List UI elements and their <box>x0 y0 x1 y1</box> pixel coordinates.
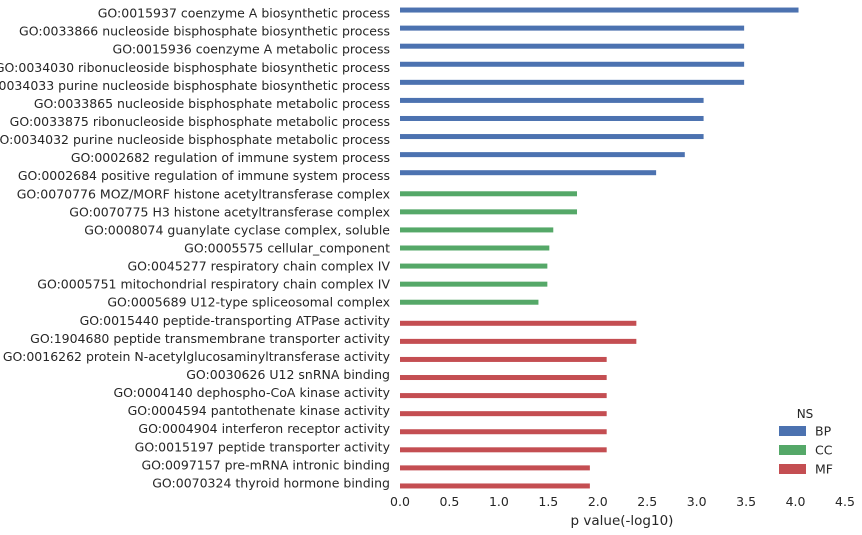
category-label: GO:0016262 protein N-acetylglucosaminylt… <box>3 349 391 364</box>
x-tick-label: 2.5 <box>637 494 657 509</box>
legend-label-mf: MF <box>815 462 833 477</box>
legend-label-bp: BP <box>815 424 832 439</box>
bar-mf <box>400 465 590 471</box>
bar-bp <box>400 43 745 49</box>
category-label: GO:0002682 regulation of immune system p… <box>71 150 390 165</box>
x-tick-label: 4.0 <box>786 494 806 509</box>
legend: NS BP CC MF <box>779 407 833 477</box>
bar-bp <box>400 170 657 176</box>
bar-bp <box>400 97 704 103</box>
category-label: GO:0015936 coenzyme A metabolic process <box>113 42 390 57</box>
x-axis-ticks: 0.0 0.5 1.0 1.5 2.0 2.5 3.0 3.5 4.0 4.5 <box>390 494 855 509</box>
bar-cc <box>400 209 578 215</box>
x-tick-label: 4.5 <box>835 494 855 509</box>
category-label: GO:0033865 nucleoside bisphosphate metab… <box>34 96 390 111</box>
category-label: GO:0070775 H3 histone acetyltransferase … <box>69 204 390 219</box>
bar-bp <box>400 25 745 31</box>
bar-bp <box>400 115 704 121</box>
category-label: GO:0005575 cellular_component <box>184 241 390 256</box>
legend-swatch-mf <box>779 464 806 474</box>
category-label: GO:0015937 coenzyme A biosynthetic proce… <box>98 6 390 21</box>
bar-mf <box>400 447 607 453</box>
legend-title: NS <box>797 407 814 421</box>
bar-mf <box>400 356 607 362</box>
category-labels: GO:0015937 coenzyme A biosynthetic proce… <box>0 6 391 491</box>
bar-bp <box>400 61 745 67</box>
category-label: GO:0034030 ribonucleoside bisphosphate b… <box>0 60 390 75</box>
category-label: GO:0070776 MOZ/MORF histone acetyltransf… <box>17 186 390 201</box>
category-label: GO:0045277 respiratory chain complex IV <box>128 259 391 274</box>
x-tick-label: 1.0 <box>489 494 509 509</box>
category-label: GO:0030626 U12 snRNA binding <box>186 367 390 382</box>
x-tick-label: 1.5 <box>538 494 558 509</box>
bar-mf <box>400 411 607 417</box>
legend-swatch-cc <box>779 445 806 455</box>
category-label: GO:0015197 peptide transporter activity <box>135 439 391 454</box>
bar-bp <box>400 7 799 13</box>
x-tick-label: 0.0 <box>390 494 410 509</box>
bar-cc <box>400 281 548 287</box>
category-label: GO:0034033 purine nucleoside bisphosphat… <box>0 78 390 93</box>
category-label: GO:1904680 peptide transmembrane transpo… <box>30 331 390 346</box>
bars-group <box>400 7 799 489</box>
bar-cc <box>400 299 539 305</box>
category-label: GO:0005751 mitochondrial respiratory cha… <box>37 277 390 292</box>
bar-mf <box>400 338 637 344</box>
category-label: GO:0097157 pre-mRNA intronic binding <box>141 457 390 472</box>
legend-label-cc: CC <box>815 443 833 458</box>
x-tick-label: 0.5 <box>439 494 459 509</box>
category-label: GO:0008074 guanylate cyclase complex, so… <box>84 222 390 237</box>
bar-bp <box>400 152 685 158</box>
x-tick-label: 3.5 <box>736 494 756 509</box>
x-axis-label: p value(-log10) <box>571 513 674 529</box>
category-label: GO:0004594 pantothenate kinase activity <box>128 403 391 418</box>
x-tick-label: 3.0 <box>687 494 707 509</box>
x-tick-label: 2.0 <box>588 494 608 509</box>
category-label: GO:0033866 nucleoside bisphosphate biosy… <box>19 24 390 39</box>
category-label: GO:0015440 peptide-transporting ATPase a… <box>80 313 391 328</box>
category-label: GO:0004904 interferon receptor activity <box>138 421 390 436</box>
bar-bp <box>400 134 704 140</box>
bar-mf <box>400 393 607 399</box>
bar-mf <box>400 483 590 489</box>
bar-cc <box>400 227 554 233</box>
bar-mf <box>400 320 637 326</box>
bar-cc <box>400 191 578 197</box>
category-label: GO:0070324 thyroid hormone binding <box>152 475 390 490</box>
bar-mf <box>400 429 607 435</box>
bar-cc <box>400 245 550 251</box>
category-label: GO:0034032 purine nucleoside bisphosphat… <box>0 132 390 147</box>
bar-mf <box>400 375 607 381</box>
category-label: GO:0005689 U12-type spliceosomal complex <box>107 295 390 310</box>
category-label: GO:0004140 dephospho-CoA kinase activity <box>114 385 391 400</box>
legend-swatch-bp <box>779 426 806 436</box>
category-label: GO:0002684 positive regulation of immune… <box>18 168 390 183</box>
bar-cc <box>400 263 548 269</box>
category-label: GO:0033875 ribonucleoside bisphosphate m… <box>10 114 390 129</box>
bar-bp <box>400 79 745 85</box>
